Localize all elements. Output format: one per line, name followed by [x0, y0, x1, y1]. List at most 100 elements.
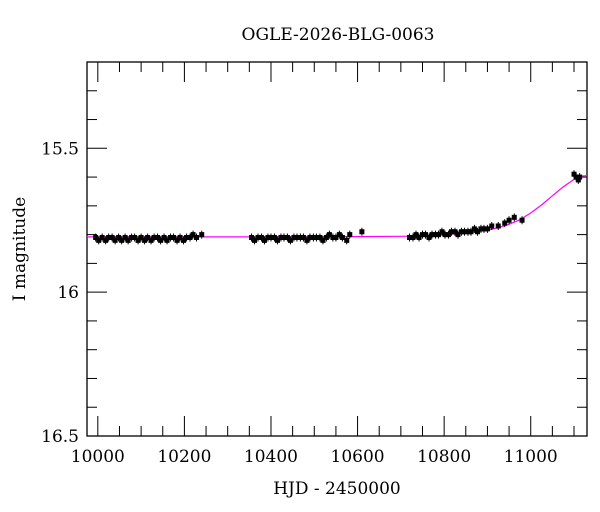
data-point — [407, 234, 413, 240]
data-point — [252, 237, 258, 243]
data-point — [271, 234, 277, 240]
data-point — [291, 234, 297, 240]
data-point — [442, 232, 448, 238]
data-point — [199, 232, 205, 238]
data-point — [313, 234, 319, 240]
model-line — [87, 175, 588, 238]
data-point — [333, 234, 339, 240]
data-point — [96, 237, 102, 243]
chart-title: OGLE-2026-BLG-0063 — [242, 25, 435, 45]
data-point — [171, 234, 177, 240]
data-point — [502, 220, 508, 226]
data-point — [106, 234, 112, 240]
data-point — [284, 234, 290, 240]
data-point — [281, 234, 287, 240]
x-tick-label: 10800 — [417, 447, 471, 467]
data-point — [148, 237, 154, 243]
data-point — [429, 232, 435, 238]
data-points — [93, 170, 583, 245]
data-point — [177, 234, 183, 240]
x-axis-ticks — [97, 62, 575, 436]
data-point — [194, 234, 200, 240]
data-point — [571, 171, 577, 177]
data-point — [419, 232, 425, 238]
data-point — [452, 229, 458, 235]
data-point — [416, 234, 422, 240]
data-point — [323, 234, 329, 240]
data-point — [181, 237, 187, 243]
x-tick-label: 11000 — [504, 447, 558, 467]
data-point — [135, 237, 141, 243]
x-axis-tick-labels: 10000 10200 10400 10600 10800 11000 — [71, 447, 558, 467]
data-point — [468, 229, 474, 235]
data-point — [93, 234, 99, 240]
data-point — [310, 234, 316, 240]
y-axis-ticks — [87, 61, 587, 437]
data-point — [436, 232, 442, 238]
data-point — [359, 229, 365, 235]
data-point — [458, 229, 464, 235]
data-point — [495, 223, 501, 229]
data-point — [474, 229, 480, 235]
y-axis-tick-labels: 15.5 16 16.5 — [41, 139, 79, 447]
model-curve — [87, 175, 588, 238]
data-point — [274, 237, 280, 243]
data-point — [103, 237, 109, 243]
data-point — [511, 214, 517, 220]
data-point — [461, 229, 467, 235]
data-point — [478, 226, 484, 232]
data-point — [439, 229, 445, 235]
y-tick-label: 15.5 — [41, 139, 79, 159]
data-point — [575, 177, 581, 183]
y-tick-label: 16 — [57, 283, 79, 303]
data-point — [423, 232, 429, 238]
data-point — [471, 226, 477, 232]
data-point — [278, 234, 284, 240]
x-tick-label: 10600 — [331, 447, 385, 467]
data-point — [261, 237, 267, 243]
data-point — [489, 223, 495, 229]
data-point — [184, 234, 190, 240]
data-point — [426, 234, 432, 240]
data-point — [116, 234, 122, 240]
y-tick-label: 16.5 — [41, 427, 79, 447]
y-axis-label: I magnitude — [10, 197, 30, 301]
data-point — [506, 217, 512, 223]
data-point — [320, 237, 326, 243]
data-point — [155, 234, 161, 240]
data-point — [573, 174, 579, 180]
data-point — [132, 234, 138, 240]
data-point — [268, 234, 274, 240]
data-point — [190, 232, 196, 238]
x-tick-label: 10400 — [244, 447, 298, 467]
data-point — [330, 234, 336, 240]
data-point — [99, 234, 105, 240]
x-axis-label: HJD - 2450000 — [273, 479, 401, 499]
data-point — [449, 229, 455, 235]
plot-frame — [86, 61, 588, 437]
data-point — [410, 234, 416, 240]
data-point — [294, 234, 300, 240]
data-point — [455, 232, 461, 238]
data-point — [161, 234, 167, 240]
data-point — [347, 232, 353, 238]
data-point — [577, 174, 583, 180]
data-point — [484, 226, 490, 232]
x-tick-label: 10200 — [157, 447, 211, 467]
data-point — [112, 237, 118, 243]
data-point — [304, 237, 310, 243]
data-point — [326, 232, 332, 238]
data-point — [168, 234, 174, 240]
data-point — [145, 234, 151, 240]
data-point — [519, 217, 525, 223]
data-point — [339, 234, 345, 240]
data-point — [413, 232, 419, 238]
data-point — [249, 234, 255, 240]
data-point — [142, 237, 148, 243]
data-point — [158, 237, 164, 243]
data-point — [258, 234, 264, 240]
data-point — [119, 237, 125, 243]
data-point — [255, 234, 261, 240]
data-point — [125, 237, 131, 243]
data-point — [445, 232, 451, 238]
